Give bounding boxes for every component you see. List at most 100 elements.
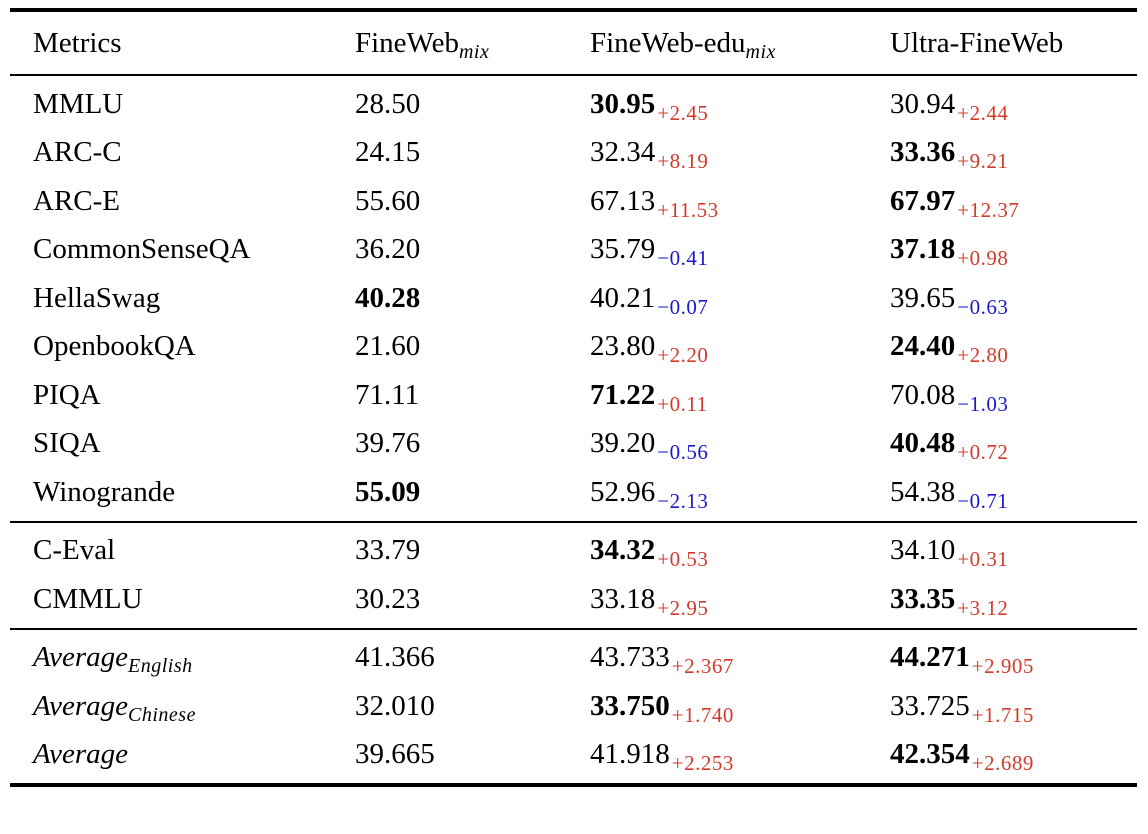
best-value: 34.32 <box>590 534 656 567</box>
metric-label: MMLU <box>33 87 124 120</box>
delta-loss: −1.03 <box>957 391 1009 416</box>
metric-label: HellaSwag <box>33 281 161 314</box>
value: 67.13 <box>590 184 656 217</box>
value-cell: 35.79−0.41 <box>590 233 890 269</box>
fineweb-header-subscript: mix <box>458 40 490 63</box>
value-cell: 33.725+1.715 <box>890 691 1137 725</box>
value-cell: 41.918+2.253 <box>590 738 890 774</box>
metric-label: Average <box>33 641 129 674</box>
value-cell: 54.38−0.71 <box>890 477 1137 511</box>
section-chinese-benchmarks: C-Eval 33.79 34.32+0.53 34.10+0.31 CMMLU 30.2… <box>10 523 1137 628</box>
value: 41.366 <box>355 641 435 674</box>
value: 55.60 <box>355 184 421 217</box>
value-cell: 32.010 <box>355 689 590 722</box>
delta-gain: +0.72 <box>957 440 1009 465</box>
value-cell: 33.35+3.12 <box>890 584 1137 618</box>
value-cell: 39.76 <box>355 429 590 458</box>
value: 39.65 <box>890 281 956 314</box>
metric-label: CMMLU <box>33 582 143 615</box>
value-cell: 41.366 <box>355 643 590 672</box>
delta-loss: −0.56 <box>657 440 709 465</box>
best-value: 71.22 <box>590 378 656 411</box>
best-value: 30.95 <box>590 87 656 120</box>
column-header-ultra-fineweb: Ultra-FineWeb <box>890 27 1137 60</box>
table-header-row: Metrics FineWebmix FineWeb-edumix Ultra-… <box>10 12 1137 74</box>
value: 39.20 <box>590 427 656 460</box>
best-value: 40.28 <box>355 281 421 314</box>
metric-cell: SIQA <box>10 429 355 458</box>
value: 23.80 <box>590 330 656 363</box>
table-row: ARC-C 24.15 32.34+8.19 33.36+9.21 <box>10 129 1137 178</box>
table-row: AverageChinese 32.010 33.750+1.740 33.725+1… <box>10 682 1137 731</box>
value: 52.96 <box>590 475 656 508</box>
value: 34.10 <box>890 534 956 567</box>
delta-gain: +2.45 <box>657 100 709 125</box>
metric-label: SIQA <box>33 427 101 460</box>
bottom-rule <box>10 783 1137 787</box>
table-body: MMLU 28.50 30.95+2.45 30.94+2.44 ARC-C 24.15 3… <box>10 76 1137 783</box>
value: 35.79 <box>590 233 656 266</box>
delta-gain: +1.740 <box>671 702 734 727</box>
best-value: 42.354 <box>890 738 970 771</box>
table-row: OpenbookQA 21.60 23.80+2.20 24.40+2.80 <box>10 323 1137 372</box>
metric-cell: PIQA <box>10 380 355 410</box>
value: 41.918 <box>590 738 670 771</box>
delta-gain: +2.20 <box>657 343 709 368</box>
value-cell: 30.23 <box>355 582 590 615</box>
value: 33.18 <box>590 582 656 615</box>
value-cell: 71.11 <box>355 380 590 410</box>
value-cell: 40.28 <box>355 281 590 314</box>
metric-label: OpenbookQA <box>33 330 196 363</box>
table-row: Winogrande 55.09 52.96−2.13 54.38−0.71 <box>10 468 1137 517</box>
value: 40.21 <box>590 281 656 314</box>
metric-label: CommonSenseQA <box>33 233 251 266</box>
ultra-fineweb-header-label: Ultra-FineWeb <box>890 26 1064 59</box>
value-cell: 33.36+9.21 <box>890 136 1137 172</box>
fineweb-edu-header-label: FineWeb-edu <box>590 26 746 59</box>
delta-gain: +0.11 <box>657 391 708 416</box>
value: 28.50 <box>355 87 421 120</box>
value-cell: 36.20 <box>355 235 590 264</box>
delta-gain: +2.253 <box>671 751 734 776</box>
best-value: 37.18 <box>890 233 956 266</box>
best-value: 40.48 <box>890 427 956 460</box>
value: 36.20 <box>355 233 421 266</box>
delta-gain: +2.44 <box>957 100 1009 125</box>
table-row: CMMLU 30.23 33.18+2.95 33.35+3.12 <box>10 575 1137 624</box>
table-row: ARC-E 55.60 67.13+11.53 67.97+12.37 <box>10 177 1137 226</box>
value-cell: 37.18+0.98 <box>890 233 1137 269</box>
value-cell: 33.79 <box>355 536 590 565</box>
value: 32.010 <box>355 689 435 722</box>
value-cell: 24.15 <box>355 138 590 167</box>
metric-cell: Winogrande <box>10 477 355 507</box>
delta-gain: +11.53 <box>657 197 719 222</box>
metric-subscript: Chinese <box>128 703 196 726</box>
column-header-metrics: Metrics <box>10 27 355 60</box>
value: 32.34 <box>590 136 656 169</box>
delta-loss: −0.07 <box>657 294 709 319</box>
metrics-header-label: Metrics <box>33 26 122 59</box>
delta-gain: +12.37 <box>957 197 1020 222</box>
metric-label: Average <box>33 738 129 771</box>
table-row: CommonSenseQA 36.20 35.79−0.41 37.18+0.98 <box>10 226 1137 275</box>
section-divider-rule <box>10 627 1137 630</box>
value-cell: 67.13+11.53 <box>590 184 890 220</box>
fineweb-header-label: FineWeb <box>355 26 459 59</box>
delta-gain: +2.367 <box>671 654 734 679</box>
value: 70.08 <box>890 378 956 411</box>
value: 21.60 <box>355 330 421 363</box>
metric-cell: AverageChinese <box>10 691 355 725</box>
value-cell: 43.733+2.367 <box>590 643 890 677</box>
value-cell: 33.18+2.95 <box>590 582 890 618</box>
metric-label: C-Eval <box>33 534 116 567</box>
value-cell: 52.96−2.13 <box>590 475 890 511</box>
table-row: PIQA 71.11 71.22+0.11 70.08−1.03 <box>10 371 1137 420</box>
value-cell: 32.34+8.19 <box>590 136 890 172</box>
delta-gain: +2.689 <box>971 751 1034 776</box>
section-english-benchmarks: MMLU 28.50 30.95+2.45 30.94+2.44 ARC-C 24.15 3… <box>10 76 1137 521</box>
metric-cell: MMLU <box>10 87 355 120</box>
metric-cell: ARC-C <box>10 138 355 167</box>
best-value: 33.36 <box>890 136 956 169</box>
value: 30.23 <box>355 582 421 615</box>
metric-cell: ARC-E <box>10 186 355 216</box>
